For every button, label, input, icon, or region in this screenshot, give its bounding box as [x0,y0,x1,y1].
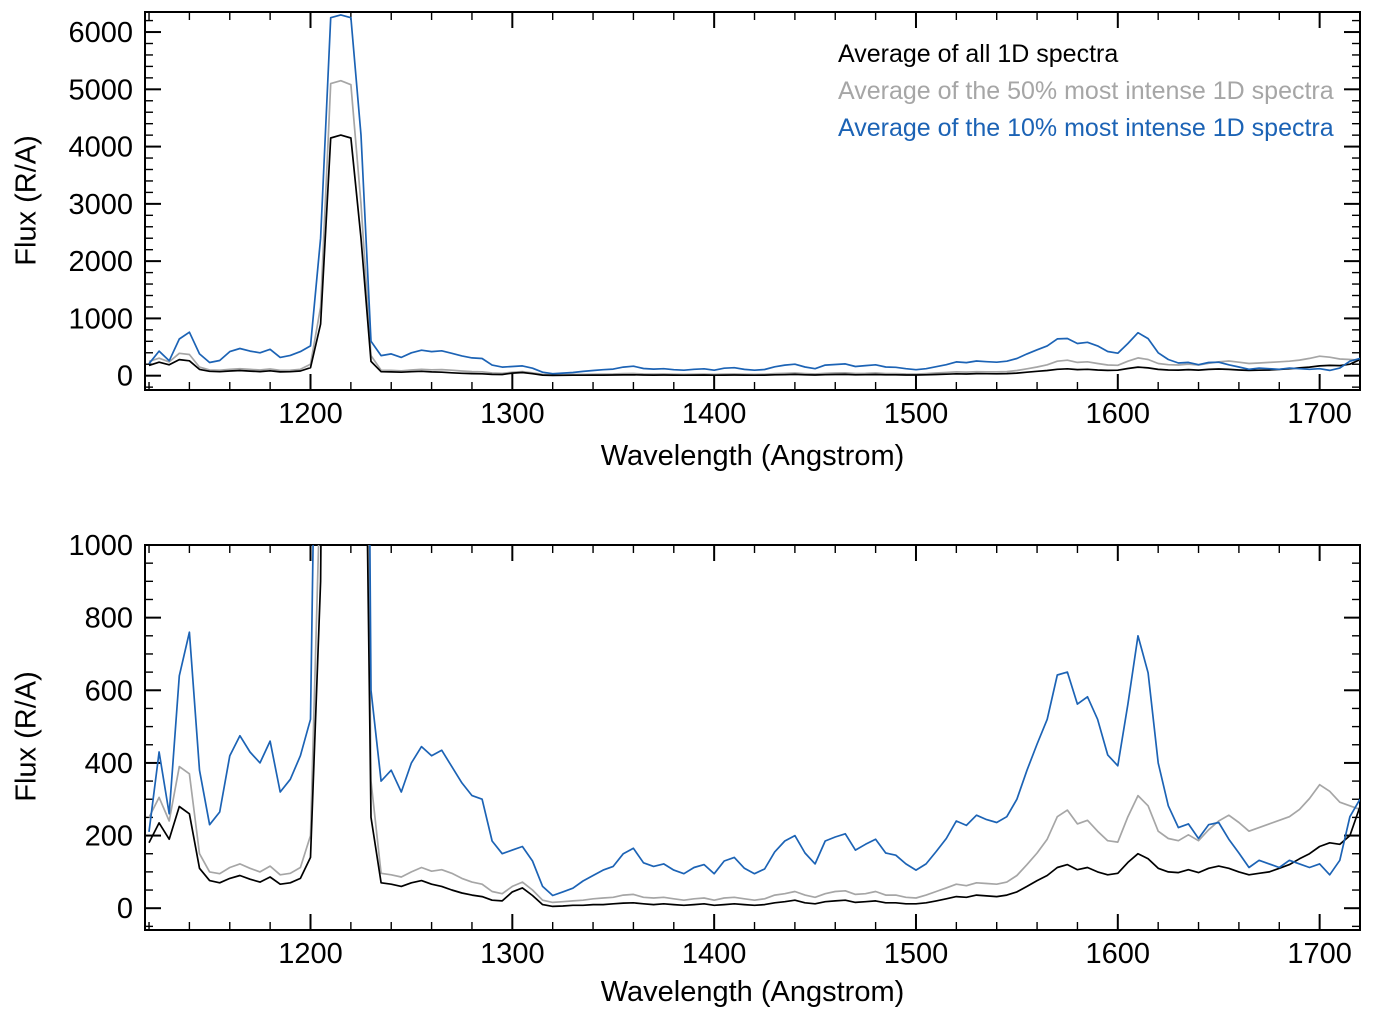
svg-text:1500: 1500 [884,398,949,430]
svg-text:1200: 1200 [278,938,343,970]
legend: Average of all 1D spectra Average of the… [838,36,1334,147]
svg-text:6000: 6000 [68,17,133,49]
svg-text:1400: 1400 [682,398,747,430]
svg-text:400: 400 [85,748,133,780]
svg-text:600: 600 [85,675,133,707]
top-panel-y-axis-label: Flux (R/A) [10,135,43,266]
svg-text:1700: 1700 [1287,938,1352,970]
svg-text:0: 0 [117,893,133,925]
svg-text:1300: 1300 [480,938,545,970]
svg-text:200: 200 [85,821,133,853]
svg-text:1200: 1200 [278,398,343,430]
svg-text:1400: 1400 [682,938,747,970]
top-panel-x-axis-label: Wavelength (Angstrom) [600,440,905,472]
svg-text:1000: 1000 [68,303,133,335]
svg-text:4000: 4000 [68,132,133,164]
svg-text:1300: 1300 [480,398,545,430]
bottom-panel-x-axis-label: Wavelength (Angstrom) [600,976,905,1008]
svg-text:1500: 1500 [884,938,949,970]
svg-text:1000: 1000 [68,530,133,562]
svg-text:3000: 3000 [68,189,133,221]
svg-text:0: 0 [117,361,133,393]
svg-text:5000: 5000 [68,74,133,106]
bottom-panel-y-axis-label: Flux (R/A) [10,671,43,802]
svg-text:800: 800 [85,603,133,635]
legend-item-top10-spectra: Average of the 10% most intense 1D spect… [838,114,1334,142]
svg-text:1600: 1600 [1086,938,1151,970]
svg-text:1600: 1600 [1086,398,1151,430]
legend-item-top50-spectra: Average of the 50% most intense 1D spect… [838,77,1334,105]
legend-item-all-spectra: Average of all 1D spectra [838,40,1119,68]
svg-text:1700: 1700 [1287,398,1352,430]
svg-text:2000: 2000 [68,246,133,278]
